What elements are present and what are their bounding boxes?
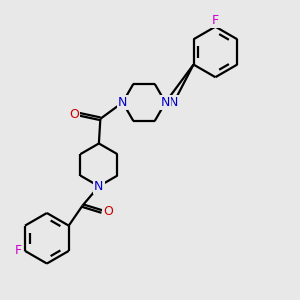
Text: F: F: [15, 244, 22, 257]
Text: N: N: [118, 96, 127, 109]
Text: O: O: [103, 205, 113, 218]
Text: N: N: [169, 96, 178, 109]
Text: N: N: [94, 180, 104, 193]
Text: N: N: [161, 96, 170, 109]
Text: O: O: [69, 108, 79, 121]
Text: F: F: [212, 14, 219, 27]
